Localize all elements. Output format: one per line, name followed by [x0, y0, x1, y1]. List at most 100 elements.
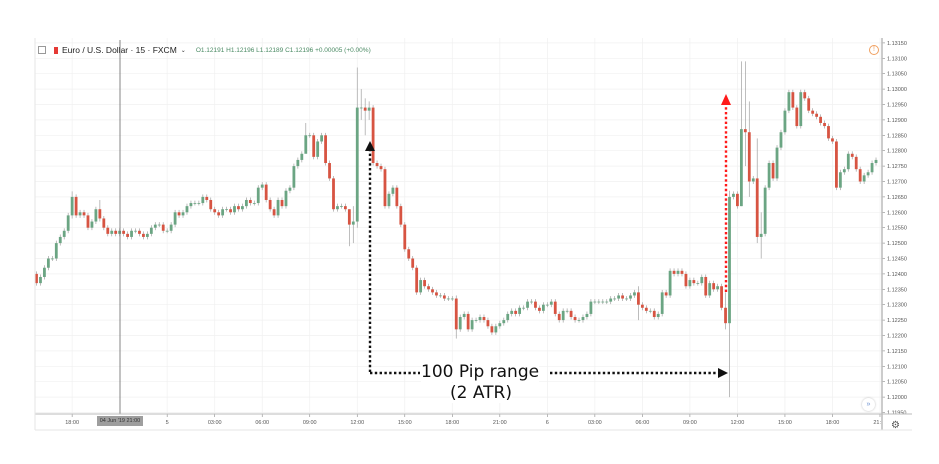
red-up-arrowhead	[721, 94, 731, 105]
candle-down	[534, 301, 537, 308]
candle-down	[122, 230, 126, 234]
candle-down	[538, 307, 541, 311]
candle-down	[795, 107, 799, 127]
candle-up	[308, 135, 312, 137]
y-tick-label: 1.12750	[887, 164, 907, 170]
candle-up	[783, 110, 787, 133]
chevron-down-icon[interactable]: ⌄	[180, 47, 186, 54]
candle-up	[134, 230, 137, 232]
candle-up	[518, 307, 522, 314]
annotation-atr: (2 ATR)	[450, 383, 512, 403]
scroll-to-realtime-icon[interactable]: »	[862, 398, 875, 411]
candle-up	[169, 224, 173, 231]
range-annotation	[365, 94, 731, 378]
candle-down	[724, 307, 727, 324]
collapse-legend-icon[interactable]	[38, 46, 46, 54]
candle-up	[506, 313, 510, 321]
candle-up	[193, 203, 197, 204]
candle-up	[157, 224, 161, 226]
y-tick-label: 1.12600	[887, 210, 907, 216]
candle-up	[597, 301, 601, 303]
candle-up	[470, 320, 474, 330]
candle-up	[577, 320, 581, 321]
candle-up	[233, 206, 236, 213]
candle-down	[692, 280, 696, 284]
black-right-arrowhead	[718, 368, 728, 378]
candle-down	[803, 92, 807, 99]
candle-down	[791, 92, 795, 108]
candle-down	[811, 110, 815, 114]
candle-down	[142, 233, 145, 237]
x-tick-label: 18:00	[445, 420, 459, 426]
candle-up	[419, 280, 423, 293]
candle-up	[244, 199, 248, 207]
candle-down	[98, 209, 102, 219]
candle-up	[355, 107, 359, 222]
candle-up	[70, 196, 74, 216]
y-tick-label: 1.13000	[887, 87, 907, 93]
candle-down	[771, 163, 775, 179]
candle-down	[823, 122, 826, 127]
candle-up	[391, 187, 395, 194]
candle-down	[205, 196, 209, 200]
warning-icon[interactable]: !	[869, 45, 879, 55]
ohlc-values: O1.12191 H1.12196 L1.12189 C1.12196 +0.0…	[195, 46, 371, 54]
x-tick-label: 09:00	[683, 420, 697, 426]
candle-up	[676, 270, 680, 274]
annotation-pip-range: 100 Pip range	[421, 362, 540, 382]
y-tick-label: 1.12050	[887, 380, 907, 386]
candle-up	[367, 107, 371, 111]
candle-up	[58, 236, 62, 244]
candle-down	[569, 310, 573, 318]
candle-up	[54, 243, 58, 259]
candle-up	[201, 196, 205, 204]
symbol-title[interactable]: Euro / U.S. Dollar · 15 · FXCM	[62, 45, 177, 55]
candle-up	[581, 317, 585, 321]
candle-up	[589, 301, 593, 314]
x-tick-label: 12:00	[350, 420, 364, 426]
y-tick-label: 1.13100	[887, 56, 907, 62]
candle-up	[605, 301, 609, 303]
candle-up	[874, 159, 878, 164]
candle-up	[66, 215, 70, 231]
candle-down	[86, 215, 90, 228]
candle-up	[522, 307, 525, 309]
candle-up	[284, 190, 288, 207]
candles	[35, 61, 878, 398]
candle-up	[787, 92, 791, 111]
candle-up	[660, 292, 664, 314]
candle-down	[482, 317, 486, 321]
x-tick-label: 09:00	[303, 420, 317, 426]
candle-down	[680, 270, 684, 274]
candle-down	[423, 280, 426, 287]
candle-up	[300, 153, 304, 160]
candle-up	[541, 304, 545, 311]
candle-up	[585, 313, 589, 318]
candle-up	[601, 301, 605, 303]
candle-down	[644, 307, 648, 311]
candle-up	[130, 230, 133, 237]
candle-up	[633, 292, 636, 296]
candle-up	[359, 107, 363, 109]
candle-up	[320, 135, 324, 142]
candle-down	[850, 153, 854, 157]
candle-down	[248, 199, 252, 204]
candle-down	[363, 107, 367, 111]
candle-up	[450, 298, 454, 300]
candle-up	[94, 209, 98, 222]
y-tick-label: 1.12900	[887, 118, 907, 124]
candle-down	[161, 224, 165, 231]
crosshair-time-label: 04 Jun '19 21:00	[97, 416, 143, 426]
y-tick-label: 1.12800	[887, 149, 907, 155]
candle-down	[347, 209, 351, 225]
x-tick-label: 18:00	[826, 420, 840, 426]
candle-down	[177, 212, 181, 216]
candle-down	[442, 295, 446, 299]
candle-up	[62, 230, 66, 237]
candle-down	[835, 141, 838, 188]
candle-down	[375, 163, 379, 167]
candle-down	[621, 295, 624, 299]
settings-gear-icon[interactable]: ⚙	[891, 420, 900, 431]
candle-down	[280, 199, 284, 207]
